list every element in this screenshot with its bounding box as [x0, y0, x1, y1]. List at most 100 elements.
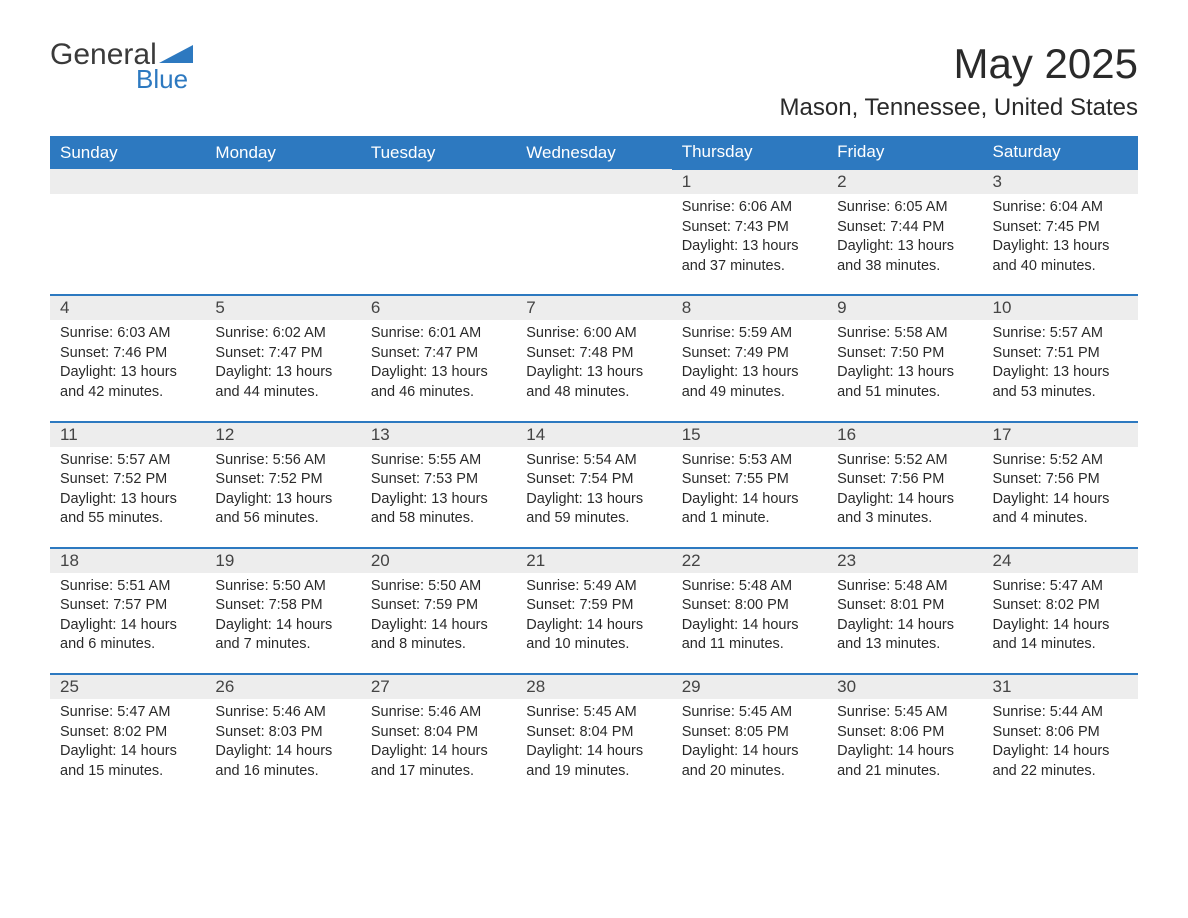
day-number: 18	[50, 548, 205, 573]
sunset-text: Sunset: 7:51 PM	[993, 344, 1128, 364]
day-info: Sunrise: 5:50 AMSunset: 7:58 PMDaylight:…	[215, 577, 350, 655]
sunrise-text: Sunrise: 5:56 AM	[215, 451, 350, 471]
day-info: Sunrise: 6:03 AMSunset: 7:46 PMDaylight:…	[60, 324, 195, 402]
day-cell: Sunrise: 5:48 AMSunset: 8:01 PMDaylight:…	[827, 573, 982, 674]
day-info: Sunrise: 5:48 AMSunset: 8:01 PMDaylight:…	[837, 577, 972, 655]
day-number: 22	[672, 548, 827, 573]
day-number: 29	[672, 674, 827, 699]
sunrise-text: Sunrise: 5:48 AM	[837, 577, 972, 597]
day-info: Sunrise: 5:58 AMSunset: 7:50 PMDaylight:…	[837, 324, 972, 402]
sunset-text: Sunset: 7:54 PM	[526, 470, 661, 490]
day-info: Sunrise: 5:51 AMSunset: 7:57 PMDaylight:…	[60, 577, 195, 655]
day-cell: Sunrise: 5:47 AMSunset: 8:02 PMDaylight:…	[983, 573, 1138, 674]
sunset-text: Sunset: 8:04 PM	[526, 723, 661, 743]
sunrise-text: Sunrise: 5:54 AM	[526, 451, 661, 471]
daylight-text: Daylight: 13 hours and 59 minutes.	[526, 490, 661, 529]
sunrise-text: Sunrise: 5:50 AM	[371, 577, 506, 597]
daylight-text: Daylight: 13 hours and 49 minutes.	[682, 363, 817, 402]
day-number: 25	[50, 674, 205, 699]
day-number: 6	[361, 295, 516, 320]
week-content-row: Sunrise: 5:47 AMSunset: 8:02 PMDaylight:…	[50, 699, 1138, 799]
day-info: Sunrise: 5:49 AMSunset: 7:59 PMDaylight:…	[526, 577, 661, 655]
sunset-text: Sunset: 7:57 PM	[60, 596, 195, 616]
daylight-text: Daylight: 14 hours and 10 minutes.	[526, 616, 661, 655]
day-number: 20	[361, 548, 516, 573]
day-number: 21	[516, 548, 671, 573]
day-cell: Sunrise: 5:45 AMSunset: 8:06 PMDaylight:…	[827, 699, 982, 799]
day-number: 30	[827, 674, 982, 699]
sunset-text: Sunset: 7:52 PM	[215, 470, 350, 490]
sunrise-text: Sunrise: 5:46 AM	[371, 703, 506, 723]
day-info: Sunrise: 5:44 AMSunset: 8:06 PMDaylight:…	[993, 703, 1128, 781]
day-number: 15	[672, 422, 827, 447]
day-cell: Sunrise: 5:50 AMSunset: 7:59 PMDaylight:…	[361, 573, 516, 674]
daylight-text: Daylight: 13 hours and 53 minutes.	[993, 363, 1128, 402]
day-number: 11	[50, 422, 205, 447]
daylight-text: Daylight: 14 hours and 4 minutes.	[993, 490, 1128, 529]
sunrise-text: Sunrise: 5:52 AM	[837, 451, 972, 471]
day-number: 12	[205, 422, 360, 447]
day-cell: Sunrise: 6:00 AMSunset: 7:48 PMDaylight:…	[516, 320, 671, 421]
daylight-text: Daylight: 14 hours and 16 minutes.	[215, 742, 350, 781]
sunset-text: Sunset: 8:06 PM	[837, 723, 972, 743]
sunrise-text: Sunrise: 5:45 AM	[837, 703, 972, 723]
day-of-week-header: Friday	[827, 136, 982, 169]
day-cell: Sunrise: 5:55 AMSunset: 7:53 PMDaylight:…	[361, 447, 516, 548]
sunset-text: Sunset: 7:53 PM	[371, 470, 506, 490]
sunrise-text: Sunrise: 6:04 AM	[993, 198, 1128, 218]
sunset-text: Sunset: 8:04 PM	[371, 723, 506, 743]
day-number: 4	[50, 295, 205, 320]
day-info: Sunrise: 5:59 AMSunset: 7:49 PMDaylight:…	[682, 324, 817, 402]
sunrise-text: Sunrise: 6:05 AM	[837, 198, 972, 218]
week-content-row: Sunrise: 6:03 AMSunset: 7:46 PMDaylight:…	[50, 320, 1138, 421]
daylight-text: Daylight: 13 hours and 42 minutes.	[60, 363, 195, 402]
empty-cell	[516, 194, 671, 295]
sunset-text: Sunset: 8:01 PM	[837, 596, 972, 616]
sunrise-text: Sunrise: 5:45 AM	[526, 703, 661, 723]
title-block: May 2025 Mason, Tennessee, United States	[780, 40, 1138, 122]
daylight-text: Daylight: 14 hours and 6 minutes.	[60, 616, 195, 655]
sunset-text: Sunset: 8:00 PM	[682, 596, 817, 616]
day-info: Sunrise: 5:53 AMSunset: 7:55 PMDaylight:…	[682, 451, 817, 529]
sunrise-text: Sunrise: 6:06 AM	[682, 198, 817, 218]
sunset-text: Sunset: 8:02 PM	[993, 596, 1128, 616]
day-cell: Sunrise: 5:57 AMSunset: 7:51 PMDaylight:…	[983, 320, 1138, 421]
sunset-text: Sunset: 7:58 PM	[215, 596, 350, 616]
day-number: 23	[827, 548, 982, 573]
sunrise-text: Sunrise: 5:48 AM	[682, 577, 817, 597]
daylight-text: Daylight: 13 hours and 40 minutes.	[993, 237, 1128, 276]
sunset-text: Sunset: 7:59 PM	[371, 596, 506, 616]
sunset-text: Sunset: 8:05 PM	[682, 723, 817, 743]
empty-cell	[361, 194, 516, 295]
sunset-text: Sunset: 8:03 PM	[215, 723, 350, 743]
day-number: 19	[205, 548, 360, 573]
daylight-text: Daylight: 14 hours and 17 minutes.	[371, 742, 506, 781]
sunrise-text: Sunrise: 5:44 AM	[993, 703, 1128, 723]
daylight-text: Daylight: 14 hours and 15 minutes.	[60, 742, 195, 781]
day-cell: Sunrise: 5:50 AMSunset: 7:58 PMDaylight:…	[205, 573, 360, 674]
logo-text-block: General Blue	[50, 40, 193, 95]
day-cell: Sunrise: 5:45 AMSunset: 8:05 PMDaylight:…	[672, 699, 827, 799]
day-cell: Sunrise: 5:56 AMSunset: 7:52 PMDaylight:…	[205, 447, 360, 548]
daylight-text: Daylight: 14 hours and 19 minutes.	[526, 742, 661, 781]
day-of-week-header: Tuesday	[361, 136, 516, 169]
day-info: Sunrise: 5:46 AMSunset: 8:03 PMDaylight:…	[215, 703, 350, 781]
empty-cell	[361, 169, 516, 194]
day-cell: Sunrise: 5:44 AMSunset: 8:06 PMDaylight:…	[983, 699, 1138, 799]
day-cell: Sunrise: 5:54 AMSunset: 7:54 PMDaylight:…	[516, 447, 671, 548]
day-number: 5	[205, 295, 360, 320]
daylight-text: Daylight: 14 hours and 7 minutes.	[215, 616, 350, 655]
sunset-text: Sunset: 7:56 PM	[837, 470, 972, 490]
daylight-text: Daylight: 13 hours and 44 minutes.	[215, 363, 350, 402]
day-cell: Sunrise: 5:48 AMSunset: 8:00 PMDaylight:…	[672, 573, 827, 674]
sunset-text: Sunset: 7:50 PM	[837, 344, 972, 364]
day-cell: Sunrise: 5:46 AMSunset: 8:03 PMDaylight:…	[205, 699, 360, 799]
day-info: Sunrise: 5:45 AMSunset: 8:05 PMDaylight:…	[682, 703, 817, 781]
day-number: 17	[983, 422, 1138, 447]
day-cell: Sunrise: 6:04 AMSunset: 7:45 PMDaylight:…	[983, 194, 1138, 295]
daylight-text: Daylight: 13 hours and 37 minutes.	[682, 237, 817, 276]
empty-cell	[50, 194, 205, 295]
day-number: 27	[361, 674, 516, 699]
day-info: Sunrise: 5:52 AMSunset: 7:56 PMDaylight:…	[837, 451, 972, 529]
week-content-row: Sunrise: 6:06 AMSunset: 7:43 PMDaylight:…	[50, 194, 1138, 295]
